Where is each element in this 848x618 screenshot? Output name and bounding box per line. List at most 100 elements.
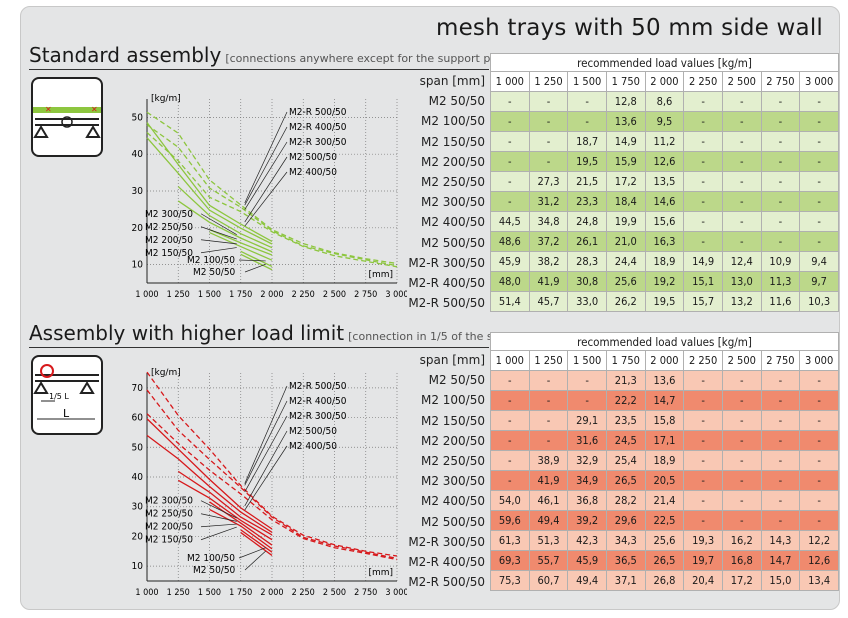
table-cell: 16,3 <box>644 231 685 252</box>
leader-line <box>200 513 237 522</box>
table-cell: 12,8 <box>605 91 646 112</box>
series-label: M2 50/50 <box>193 565 236 576</box>
table-cell: - <box>567 111 607 132</box>
x-tick-label: 2 500 <box>323 290 346 300</box>
table-row: 44,5 34,8 24,8 19,9 15,6- - - - <box>490 211 839 232</box>
x-tick-label: 1 750 <box>229 290 252 300</box>
series-label: M2 150/50 <box>145 535 193 546</box>
table-row: - - -12,8 8,6- - - - <box>490 91 839 112</box>
series-label: M2 250/50 <box>145 509 193 520</box>
span-header: 2 250 <box>683 350 723 371</box>
table-cell: - <box>760 171 801 192</box>
table-cell: 23,5 <box>605 410 646 431</box>
table-cell: 11,2 <box>644 131 685 152</box>
series-label: M2 300/50 <box>145 209 193 220</box>
row-label: M2-R 400/50 <box>408 555 485 569</box>
x-tick-label: 1 250 <box>167 588 190 598</box>
table-cell: - <box>760 410 801 431</box>
span-header: 1 250 <box>528 71 569 92</box>
table-cell: - <box>490 410 530 431</box>
table-cell: 15,8 <box>644 410 685 431</box>
table-row: - -19,5 15,9 12,6- - - - <box>490 151 839 172</box>
series-label: M2 200/50 <box>145 522 193 533</box>
series-label: M2 100/50 <box>187 255 235 266</box>
table-row: 48,0 41,9 30,8 25,6 19,2 15,1 13,0 11,3 9,7 <box>490 271 839 292</box>
series-label: M2-R 500/50 <box>289 381 347 392</box>
chart-standard: 1 000 1 250 1 500 1 750 2 000 2 250 2 500 2 750… <box>132 94 407 300</box>
span-label: span [mm] <box>419 74 485 88</box>
series-line <box>209 231 273 261</box>
x-axis-label: [mm] <box>368 270 393 280</box>
table-cell: 19,3 <box>683 530 723 551</box>
table-cell: - <box>799 131 839 152</box>
table-cell: 29,1 <box>567 410 607 431</box>
table-cell: 12,4 <box>721 251 762 272</box>
series-line <box>240 250 273 268</box>
leader-line <box>244 550 266 571</box>
table-cell: - <box>760 450 801 471</box>
x-tick-label: 2 750 <box>354 290 377 300</box>
table-cell: - <box>760 151 801 172</box>
page-title: mesh trays with 50 mm side wall <box>435 15 823 41</box>
table-cell: 10,9 <box>760 251 801 272</box>
table-cell: 41,9 <box>528 470 569 491</box>
x-tick-label: 1 750 <box>229 588 252 598</box>
table-row: - - -22,2 14,7- - - - <box>490 390 839 411</box>
table-cell: - <box>760 430 801 451</box>
table-cell: - <box>683 450 723 471</box>
y-tick-label: 10 <box>132 561 144 572</box>
table-row: -38,9 32,9 25,4 18,9- - - - <box>490 450 839 471</box>
table-cell: 28,3 <box>567 251 607 272</box>
table-cell: 49,4 <box>567 570 607 591</box>
table-cell: - <box>799 430 839 451</box>
x-tick-label: 3 000 <box>385 290 407 300</box>
row-label: M2 500/50 <box>420 514 485 529</box>
leader-line <box>200 226 237 240</box>
row-label: M2 250/50 <box>420 454 485 468</box>
span-header: 1 500 <box>567 350 607 371</box>
table-cell: 21,0 <box>605 231 646 252</box>
row-label: M2 250/50 <box>420 175 485 189</box>
table-cell: 26,1 <box>567 231 607 252</box>
table-cell: - <box>760 111 801 132</box>
table-cell: - <box>490 91 530 112</box>
series-line <box>146 413 398 561</box>
table-cell: 30,8 <box>567 271 607 292</box>
table-cell: 75,3 <box>490 570 530 591</box>
leader-line <box>244 445 288 511</box>
table-cell: 21,4 <box>644 490 685 511</box>
span-header: 1 250 <box>528 350 569 371</box>
table-cell: 24,4 <box>605 251 646 272</box>
series-line <box>146 132 398 268</box>
table-cell: 51,4 <box>490 291 530 312</box>
table-cell: 36,5 <box>605 550 646 571</box>
series-label: M2-R 400/50 <box>289 396 347 407</box>
table-cell: 41,9 <box>528 271 569 292</box>
leader-line <box>244 171 288 227</box>
table-cell: 18,9 <box>644 251 685 272</box>
section-subtitle: [connections anywhere except for the sup… <box>225 52 522 65</box>
table-cell: - <box>721 450 762 471</box>
table-cell: 15,9 <box>605 151 646 172</box>
table-row: 61,3 51,3 42,3 34,3 25,6 19,3 16,2 14,3 12,2 <box>490 530 839 551</box>
leader-line <box>200 239 237 245</box>
table-cell: - <box>721 470 762 491</box>
table-cell: 21,5 <box>567 171 607 192</box>
table-cell: 18,7 <box>567 131 607 152</box>
series-label: M2-R 500/50 <box>289 107 347 118</box>
leader-line <box>200 247 237 254</box>
table-cell: 39,2 <box>567 510 607 531</box>
table-cell: - <box>528 370 569 391</box>
series-line <box>240 532 273 556</box>
series-label: M2 50/50 <box>193 267 236 278</box>
section-title-higher: Assembly with higher load limit [connecti… <box>29 321 518 345</box>
series-line <box>146 434 273 533</box>
table-cell: - <box>490 151 530 172</box>
row-label: M2 400/50 <box>420 215 485 230</box>
series-label: M2 400/50 <box>289 441 337 452</box>
x-tick-label: 3 000 <box>385 588 407 598</box>
span-header: 2 000 <box>644 350 685 371</box>
x-tick-label: 2 000 <box>260 290 283 300</box>
table-row: 54,0 46,1 36,8 28,2 21,4- - - - <box>490 490 839 511</box>
span-header: 2 750 <box>760 71 801 92</box>
